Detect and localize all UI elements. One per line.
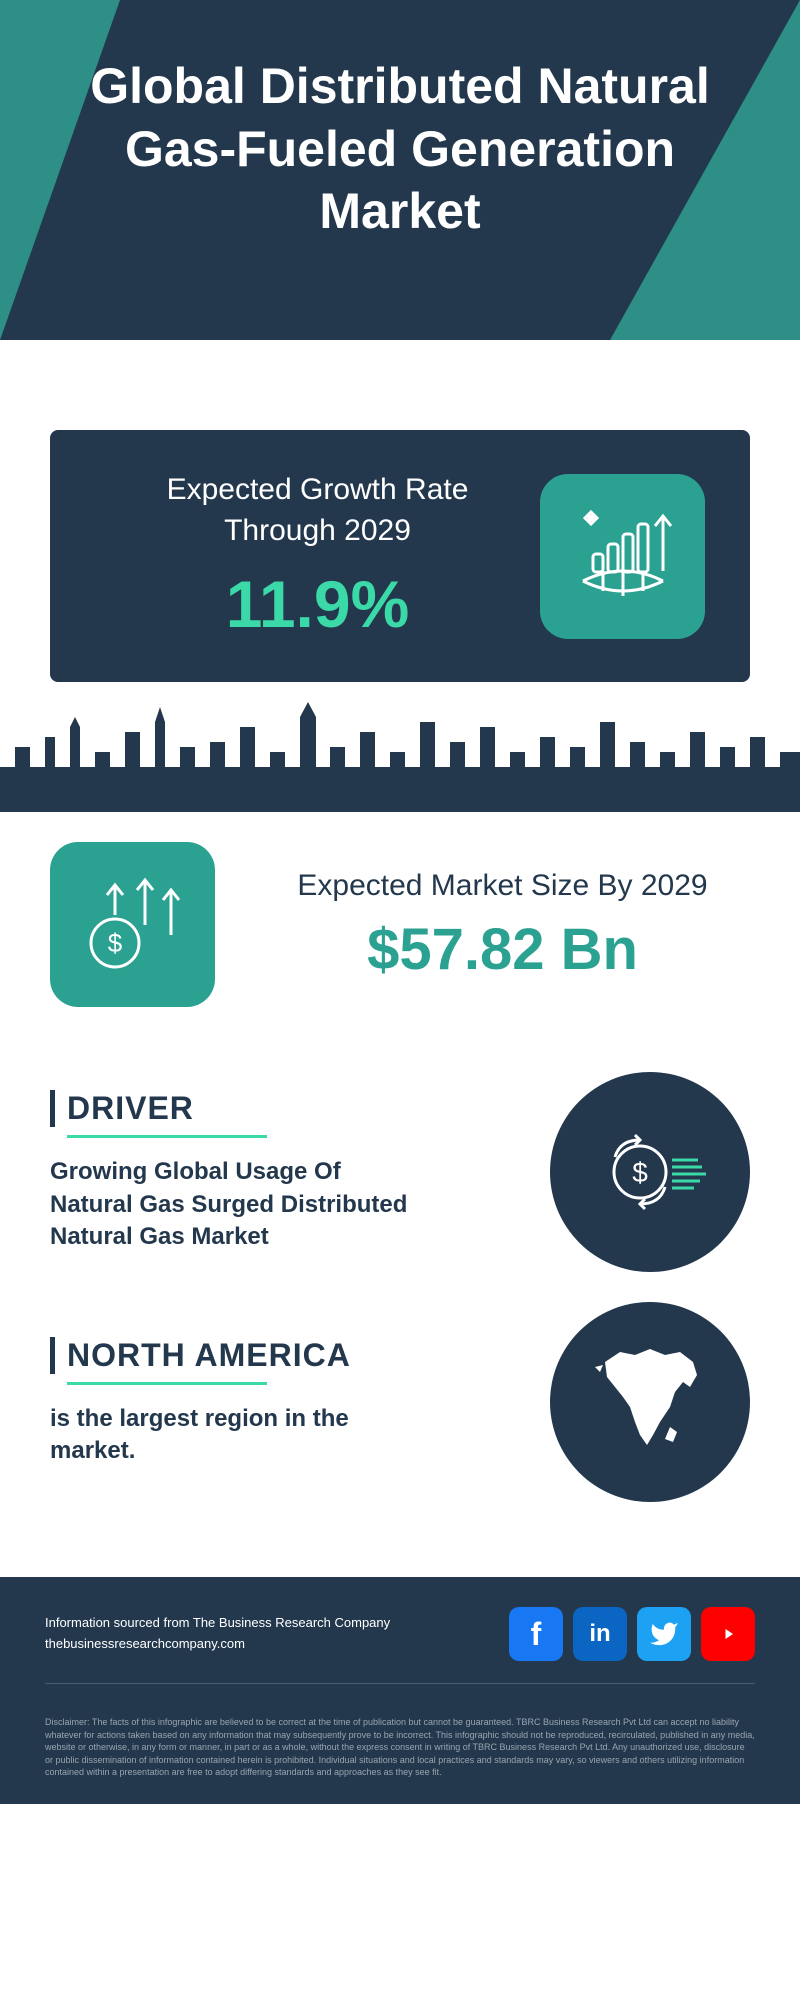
city-skyline xyxy=(0,692,800,812)
dollar-exchange-icon: $ xyxy=(550,1072,750,1272)
region-heading: NORTH AMERICA xyxy=(50,1337,520,1374)
region-text: NORTH AMERICA is the largest region in t… xyxy=(50,1337,520,1468)
linkedin-icon[interactable]: in xyxy=(573,1607,627,1661)
region-section: NORTH AMERICA is the largest region in t… xyxy=(0,1287,800,1517)
source-line1: Information sourced from The Business Re… xyxy=(45,1613,390,1634)
footer-row: Information sourced from The Business Re… xyxy=(45,1607,755,1684)
driver-text: DRIVER Growing Global Usage Of Natural G… xyxy=(50,1090,520,1253)
twitter-icon[interactable] xyxy=(637,1607,691,1661)
page-title: Global Distributed Natural Gas-Fueled Ge… xyxy=(0,0,800,243)
growth-text: Expected Growth Rate Through 2029 11.9% xyxy=(95,470,540,642)
region-underline xyxy=(67,1382,267,1385)
market-value: $57.82 Bn xyxy=(255,916,750,983)
growth-card: Expected Growth Rate Through 2029 11.9% xyxy=(50,430,750,682)
dollar-growth-icon: $ xyxy=(50,842,215,1007)
disclaimer: Disclaimer: The facts of this infographi… xyxy=(0,1704,800,1804)
source-line2: thebusinessresearchcompany.com xyxy=(45,1634,390,1655)
growth-value: 11.9% xyxy=(95,566,540,642)
footer-info: Information sourced from The Business Re… xyxy=(45,1613,390,1655)
driver-underline xyxy=(67,1135,267,1138)
driver-section: DRIVER Growing Global Usage Of Natural G… xyxy=(0,1057,800,1287)
growth-label: Expected Growth Rate Through 2029 xyxy=(153,470,483,551)
header: Global Distributed Natural Gas-Fueled Ge… xyxy=(0,0,800,400)
svg-text:$: $ xyxy=(632,1157,648,1188)
growth-chart-icon xyxy=(540,474,705,639)
social-icons: f in xyxy=(509,1607,755,1661)
driver-body: Growing Global Usage Of Natural Gas Surg… xyxy=(50,1156,430,1253)
market-label: Expected Market Size By 2029 xyxy=(255,866,750,907)
svg-text:$: $ xyxy=(107,928,122,958)
market-size-section: $ Expected Market Size By 2029 $57.82 Bn xyxy=(0,812,800,1057)
driver-heading: DRIVER xyxy=(50,1090,520,1127)
youtube-icon[interactable] xyxy=(701,1607,755,1661)
north-america-map-icon xyxy=(550,1302,750,1502)
facebook-icon[interactable]: f xyxy=(509,1607,563,1661)
market-text: Expected Market Size By 2029 $57.82 Bn xyxy=(255,866,750,984)
footer: Information sourced from The Business Re… xyxy=(0,1577,800,1704)
region-body: is the largest region in the market. xyxy=(50,1403,430,1468)
